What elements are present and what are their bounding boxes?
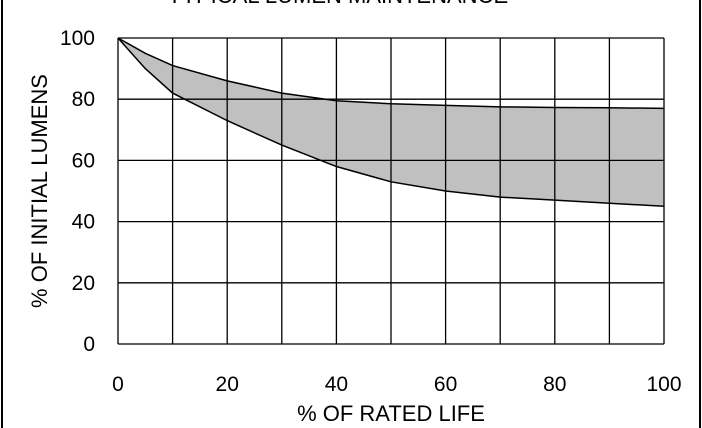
y-tick-label: 60	[72, 149, 95, 172]
x-axis-title: % OF RATED LIFE	[297, 401, 485, 426]
x-tick-label: 80	[543, 373, 566, 396]
series-lines	[117, 37, 665, 208]
x-tick-label: 60	[434, 373, 457, 396]
chart-title: TYPICAL LUMEN MAINTENANCE	[168, 0, 508, 8]
tick-labels: 0 20 40 60 80 100 0 20 40 60 80 100	[60, 27, 682, 396]
y-axis-title: % OF INITIAL LUMENS	[27, 74, 52, 308]
y-tick-label: 80	[72, 88, 95, 111]
y-tick-label: 20	[72, 272, 95, 295]
x-tick-label: 100	[646, 373, 681, 396]
series-line-upper	[117, 37, 665, 110]
y-tick-label: 0	[83, 333, 95, 356]
y-tick-label: 40	[72, 211, 95, 234]
x-tick-label: 20	[216, 373, 239, 396]
series-line-lower	[117, 37, 665, 208]
x-tick-label: 40	[325, 373, 348, 396]
y-tick-label: 100	[60, 27, 95, 50]
x-tick-label: 0	[112, 373, 124, 396]
grid	[117, 37, 665, 345]
